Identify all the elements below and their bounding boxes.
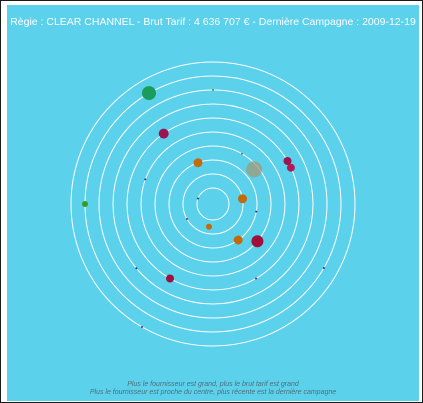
supplier-point-9[interactable] bbox=[166, 274, 174, 283]
supplier-point-19[interactable] bbox=[135, 267, 138, 270]
ring-9 bbox=[84, 75, 342, 333]
chart-panel: Règie : CLEAR CHANNEL - Brut Tarif : 4 6… bbox=[7, 5, 419, 401]
supplier-point-4[interactable] bbox=[193, 158, 203, 168]
chart-header: Règie : CLEAR CHANNEL - Brut Tarif : 4 6… bbox=[10, 16, 416, 28]
supplier-point-15[interactable] bbox=[255, 210, 258, 213]
ring-5 bbox=[140, 131, 286, 277]
ring-6 bbox=[126, 117, 300, 291]
supplier-point-8[interactable] bbox=[283, 157, 292, 165]
supplier-point-12[interactable] bbox=[82, 201, 88, 207]
supplier-point-22[interactable] bbox=[141, 326, 143, 328]
ring-2 bbox=[182, 173, 244, 235]
supplier-point-13[interactable] bbox=[197, 197, 199, 200]
ring-3 bbox=[168, 159, 258, 249]
chart-footer: Plus le fournisseur est grand, plus le b… bbox=[7, 381, 419, 397]
supplier-point-18[interactable] bbox=[255, 277, 257, 280]
supplier-point-3[interactable] bbox=[233, 235, 243, 245]
supplier-point-11[interactable] bbox=[142, 86, 156, 101]
supplier-point-20[interactable] bbox=[212, 89, 214, 91]
ring-1 bbox=[196, 187, 230, 221]
supplier-point-1[interactable] bbox=[206, 223, 212, 230]
supplier-point-21[interactable] bbox=[322, 267, 325, 269]
footer-line-size: Plus le fournisseur est grand, plus le b… bbox=[127, 381, 299, 388]
ring-7 bbox=[112, 103, 314, 305]
supplier-point-5[interactable] bbox=[251, 235, 264, 248]
radar-chart bbox=[70, 61, 356, 347]
footer-line-distance: Plus le fournisseur est proche du centre… bbox=[89, 389, 337, 396]
supplier-point-2[interactable] bbox=[238, 194, 247, 204]
supplier-point-16[interactable] bbox=[241, 152, 243, 155]
ring-10 bbox=[70, 61, 356, 347]
supplier-point-17[interactable] bbox=[144, 178, 147, 181]
supplier-point-6[interactable] bbox=[246, 161, 263, 178]
ring-8 bbox=[98, 89, 328, 319]
supplier-point-14[interactable] bbox=[186, 218, 188, 220]
ring-4 bbox=[154, 145, 272, 263]
supplier-point-7[interactable] bbox=[286, 163, 295, 172]
supplier-point-10[interactable] bbox=[158, 128, 169, 139]
